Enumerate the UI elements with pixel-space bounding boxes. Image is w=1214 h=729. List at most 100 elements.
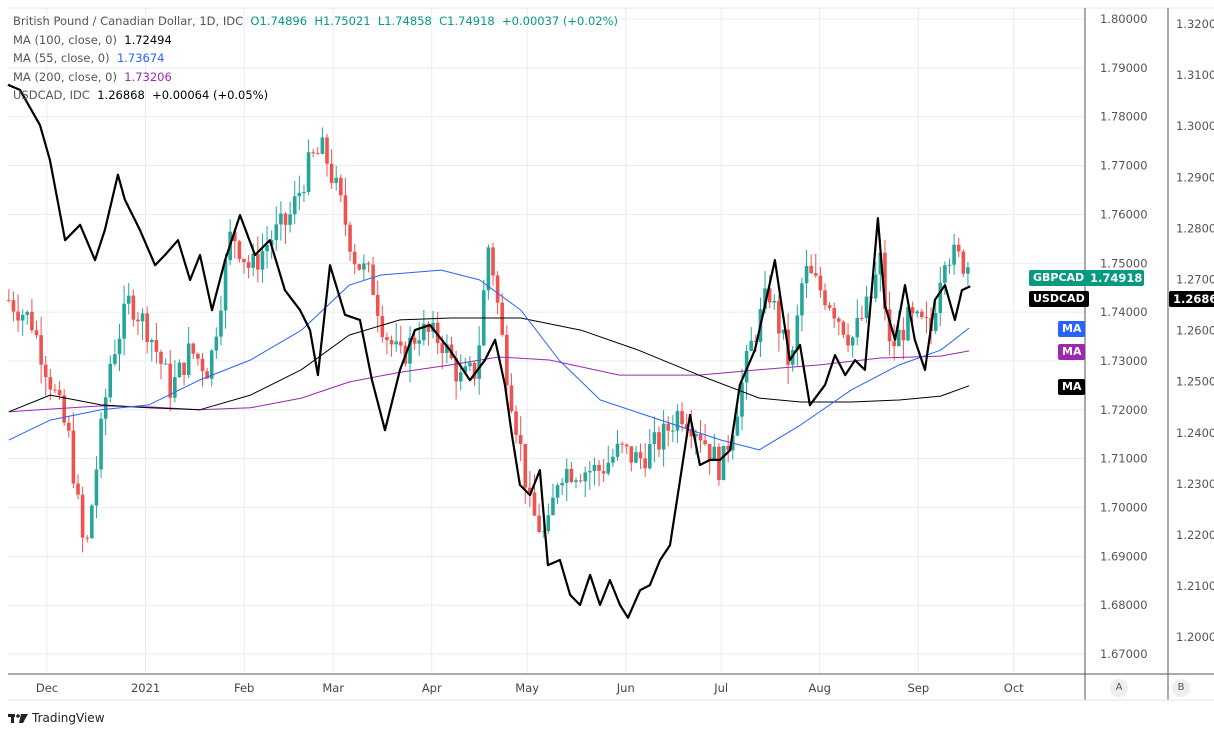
candle-down — [34, 330, 39, 336]
candle-down — [920, 311, 924, 318]
candle-up — [445, 344, 449, 353]
candle-up — [90, 505, 94, 539]
candle-up — [320, 137, 325, 154]
candle-down — [892, 341, 896, 347]
time-axis-tick-label: Apr — [422, 681, 442, 695]
candle-down — [136, 319, 140, 322]
candle-down — [191, 343, 196, 354]
candle-down — [315, 153, 320, 155]
candle-up — [140, 313, 145, 322]
axis-b-tick-label: 1.20000 — [1176, 630, 1214, 644]
candle-down — [154, 339, 159, 352]
candle-up — [592, 464, 597, 472]
candle-up — [574, 480, 578, 482]
candle-down — [509, 385, 514, 412]
candle-up — [20, 314, 25, 321]
candle-down — [491, 247, 495, 276]
candle-down — [703, 440, 707, 445]
candle-up — [652, 432, 657, 445]
axis-b-tick-label: 1.27000 — [1176, 273, 1214, 287]
candle-up — [302, 192, 306, 194]
usdcad-line — [7, 83, 971, 619]
candle-down — [901, 329, 906, 341]
legend: British Pound / Canadian Dollar, 1D, IDC… — [13, 12, 618, 105]
ma100-value: 1.72494 — [124, 32, 172, 47]
axis-b-tick-label: 1.25000 — [1176, 375, 1214, 389]
candle-down — [256, 253, 260, 270]
candle-down — [283, 213, 288, 225]
axis-a-tick-label: 1.74000 — [1100, 305, 1148, 319]
candle-down — [887, 309, 892, 342]
candle-up — [740, 382, 744, 417]
axis-a-button[interactable]: A — [1110, 679, 1128, 697]
candle-down — [666, 423, 671, 431]
candle-down — [777, 300, 781, 334]
candle-up — [611, 456, 615, 463]
candle-down — [495, 275, 500, 303]
tradingview-logo[interactable]: TradingView — [8, 711, 105, 725]
candle-down — [168, 363, 173, 398]
candle-down — [837, 318, 841, 322]
candle-down — [643, 458, 647, 469]
candle-down — [53, 389, 57, 391]
candle-down — [813, 273, 818, 276]
candle-up — [906, 307, 910, 341]
axis-b-tick-label: 1.32000 — [1176, 17, 1214, 31]
axis-a-tick-label: 1.71000 — [1100, 452, 1148, 466]
candle-up — [126, 295, 131, 304]
legend-ma100[interactable]: MA (100, close, 0) 1.72494 — [13, 31, 618, 50]
ma100-badge: MA — [1058, 379, 1086, 395]
candle-down — [375, 294, 380, 316]
candle-down — [85, 537, 90, 539]
candle-up — [297, 192, 302, 197]
candle-up — [223, 260, 228, 311]
candle-down — [956, 244, 961, 252]
candle-up — [177, 362, 182, 378]
candle-up — [274, 224, 279, 241]
ma200-label: MA (200, close, 0) — [13, 69, 117, 84]
candle-down — [707, 444, 712, 461]
candle-up — [103, 397, 108, 419]
candle-up — [947, 264, 952, 266]
candle-up — [647, 444, 652, 469]
indicator-lines — [7, 83, 971, 619]
candle-up — [163, 363, 168, 365]
gbpcad-price-label: 1.74918 — [1086, 270, 1144, 286]
candle-up — [173, 377, 177, 398]
candle-down — [924, 317, 929, 319]
legend-ma200[interactable]: MA (200, close, 0) 1.73206 — [13, 68, 618, 87]
symbol-title[interactable]: British Pound / Canadian Dollar, 1D, IDC — [13, 14, 244, 28]
candle-up — [334, 177, 339, 183]
axis-b-tick-label: 1.26000 — [1176, 324, 1214, 338]
candle-up — [265, 245, 269, 252]
legend-ma55[interactable]: MA (55, close, 0) 1.73674 — [13, 49, 618, 68]
candle-down — [597, 464, 601, 471]
candle-up — [219, 310, 223, 337]
candle-down — [532, 492, 537, 516]
axis-a-tick-label: 1.77000 — [1100, 159, 1148, 173]
candle-up — [588, 471, 592, 473]
candle-down — [131, 295, 136, 320]
candle-down — [200, 358, 205, 372]
candle-up — [279, 213, 283, 225]
ma55-label: MA (55, close, 0) — [13, 51, 110, 65]
axis-a-tick-label: 1.80000 — [1100, 12, 1148, 26]
candle-up — [943, 265, 947, 283]
legend-usdcad[interactable]: USDCAD, IDC 1.26868 +0.00064 (+0.05%) — [13, 86, 618, 105]
candle-down — [246, 262, 251, 268]
candle-down — [343, 195, 348, 225]
candle-up — [292, 196, 297, 215]
time-axis-tick-label: Dec — [36, 681, 58, 695]
candle-down — [357, 264, 362, 270]
candle-up — [546, 515, 551, 532]
candle-down — [311, 152, 315, 154]
candle-up — [306, 152, 311, 193]
candle-down — [43, 364, 48, 378]
candle-up — [915, 311, 920, 314]
candle-up — [772, 300, 777, 303]
candle-down — [698, 434, 703, 441]
axis-b-button[interactable]: B — [1172, 679, 1190, 697]
candle-down — [196, 353, 200, 359]
